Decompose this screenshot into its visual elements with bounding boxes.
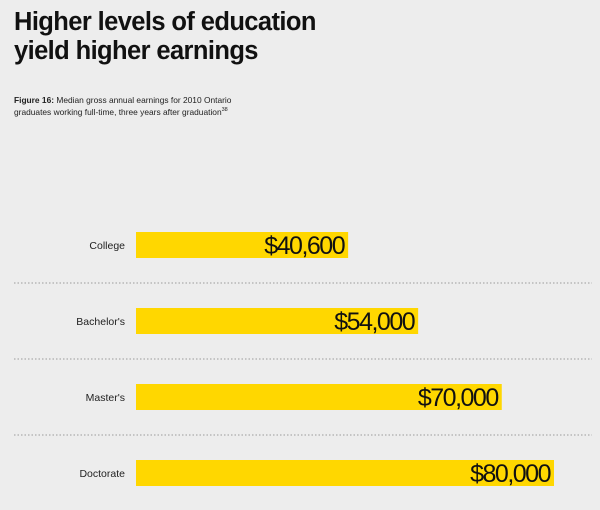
chart-title-line-2: yield higher earnings: [14, 37, 258, 65]
category-label-master-s: Master's: [86, 392, 125, 404]
value-label-college: $40,600: [264, 232, 344, 260]
bar-bachelor-s: [136, 308, 419, 334]
caption-line-1: Median gross annual earnings for 2010 On…: [56, 95, 232, 105]
chart-title-line-1: Higher levels of education: [14, 8, 316, 36]
value-label-doctorate: $80,000: [470, 460, 550, 488]
category-label-bachelor-s: Bachelor's: [76, 316, 125, 328]
bar-doctorate: [136, 460, 554, 486]
value-label-master-s: $70,000: [418, 384, 498, 412]
bar-college: [136, 232, 349, 258]
caption-line-2: graduates working full-time, three years…: [14, 106, 222, 117]
figure-label: Figure 16:: [14, 95, 55, 105]
bar-master-s: [136, 384, 502, 410]
category-label-college: College: [89, 240, 125, 252]
figure-caption: Figure 16: Median gross annual earnings …: [14, 95, 314, 118]
category-label-doctorate: Doctorate: [79, 468, 125, 480]
footnote-marker: 38: [221, 106, 228, 113]
chart-title: Higher levels of education yield higher …: [14, 8, 316, 66]
value-label-bachelor-s: $54,000: [334, 308, 414, 336]
